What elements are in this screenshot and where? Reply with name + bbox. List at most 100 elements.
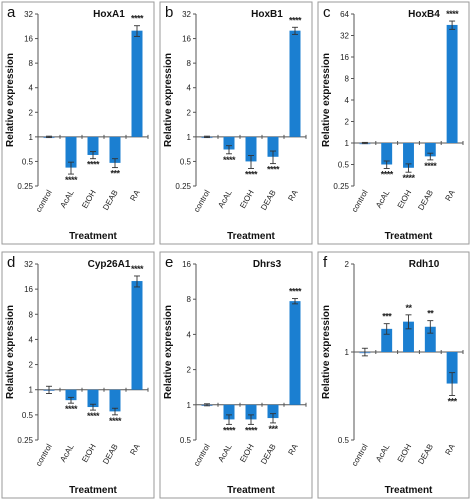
- bar-RA: [131, 281, 143, 390]
- significance-label: ***: [110, 169, 120, 179]
- y-tick-label: 0.5: [22, 411, 34, 420]
- y-tick-label: 8: [345, 75, 350, 84]
- bar-AcAL: [381, 328, 393, 352]
- bar-RA: [289, 30, 301, 137]
- bar-RA: [289, 301, 301, 405]
- panel-frame: [159, 251, 313, 499]
- bar-DEAB: [424, 326, 436, 352]
- significance-label: ****: [381, 169, 394, 179]
- panel-letter: b: [165, 4, 173, 21]
- bar-EtOH: [87, 389, 99, 408]
- y-tick-label: 1: [345, 139, 350, 148]
- bar-EtOH: [245, 404, 257, 420]
- significance-label: ****: [245, 169, 258, 179]
- bar-DEAB: [109, 389, 121, 412]
- bar-AcAL: [381, 143, 393, 165]
- gene-title: HoxA1: [93, 9, 125, 20]
- significance-label: ****: [65, 404, 78, 414]
- y-tick-label: 1: [345, 348, 350, 357]
- significance-label: ****: [267, 165, 280, 175]
- y-axis-label: Relative expression: [321, 53, 332, 147]
- y-tick-label: 32: [182, 10, 191, 19]
- x-axis-label: Treatment: [227, 485, 275, 496]
- significance-label: ****: [87, 160, 100, 170]
- y-tick-label: 0.5: [22, 157, 34, 166]
- significance-label: ****: [65, 175, 78, 185]
- y-tick-label: 8: [29, 59, 34, 68]
- significance-label: ****: [109, 416, 122, 426]
- x-axis-label: Treatment: [69, 231, 117, 242]
- significance-label: ****: [402, 173, 415, 183]
- y-tick-label: 0.25: [17, 182, 33, 191]
- y-tick-label: 8: [187, 59, 192, 68]
- bar-RA: [446, 24, 458, 144]
- y-tick-label: 16: [182, 260, 191, 269]
- panel-frame: [159, 1, 313, 245]
- panel-frame: [317, 1, 470, 245]
- gene-title: HoxB4: [408, 9, 440, 20]
- significance-label: ****: [424, 161, 437, 171]
- y-tick-label: 2: [187, 108, 192, 117]
- y-tick-label: 1: [187, 133, 192, 142]
- y-tick-label: 2: [29, 361, 34, 370]
- y-axis-label: Relative expression: [163, 53, 174, 147]
- y-tick-label: 64: [340, 10, 349, 19]
- y-axis-label: Relative expression: [5, 305, 16, 399]
- significance-label: ****: [289, 15, 302, 25]
- x-axis-label: Treatment: [227, 231, 275, 242]
- y-tick-label: 1: [29, 133, 34, 142]
- bar-DEAB: [424, 143, 436, 157]
- significance-label: ***: [382, 312, 392, 322]
- bar-DEAB: [267, 136, 279, 157]
- y-tick-label: 32: [24, 260, 33, 269]
- y-tick-label: 0.25: [17, 436, 33, 445]
- y-tick-label: 4: [29, 335, 34, 344]
- y-tick-label: 2: [345, 260, 350, 269]
- bar-RA: [446, 352, 458, 384]
- panel-a: a HoxA1 0.25 0.5 1 2 4 8 16 32 Relative expression…: [1, 1, 155, 245]
- y-tick-label: 2: [29, 108, 34, 117]
- y-tick-label: 4: [345, 96, 350, 105]
- y-tick-label: 4: [187, 330, 192, 339]
- panel-letter: a: [7, 4, 16, 21]
- panel-b: b HoxB1 0.25 0.5 1 2 4 8 16 32 Relative expression…: [159, 1, 313, 245]
- significance-label: ***: [268, 424, 278, 434]
- y-axis-label: Relative expression: [5, 53, 16, 147]
- significance-label: ****: [131, 264, 144, 274]
- bar-DEAB: [109, 136, 121, 163]
- bar-AcAL: [65, 136, 77, 168]
- panel-frame: [1, 1, 155, 245]
- y-tick-label: 8: [29, 310, 34, 319]
- bar-EtOH: [87, 136, 99, 155]
- x-axis-label: Treatment: [385, 231, 433, 242]
- significance-label: ****: [446, 9, 459, 19]
- significance-label: ****: [289, 287, 302, 297]
- significance-label: ****: [131, 14, 144, 24]
- bar-AcAL: [223, 136, 235, 150]
- gene-title: Dhrs3: [253, 259, 282, 270]
- bar-EtOH: [403, 143, 414, 168]
- y-tick-label: 16: [182, 35, 191, 44]
- gene-title: Cyp26A1: [88, 259, 131, 270]
- bar-AcAL: [65, 389, 77, 401]
- panel-letter: e: [165, 254, 173, 271]
- y-axis-label: Relative expression: [321, 305, 332, 399]
- significance-label: ****: [87, 411, 100, 421]
- y-tick-label: 1: [187, 401, 192, 410]
- bar-EtOH: [245, 136, 257, 162]
- y-tick-label: 2: [187, 366, 192, 375]
- y-tick-label: 0.5: [338, 436, 350, 445]
- x-axis-label: Treatment: [385, 485, 433, 496]
- significance-label: ***: [448, 396, 458, 406]
- panel-frame: [1, 251, 155, 499]
- panel-letter: f: [323, 254, 328, 271]
- bar-DEAB: [267, 404, 279, 419]
- significance-label: **: [405, 303, 412, 313]
- y-axis-label: Relative expression: [163, 305, 174, 399]
- x-axis-label: Treatment: [69, 485, 117, 496]
- y-tick-label: 2: [345, 118, 350, 127]
- y-tick-label: 16: [24, 35, 33, 44]
